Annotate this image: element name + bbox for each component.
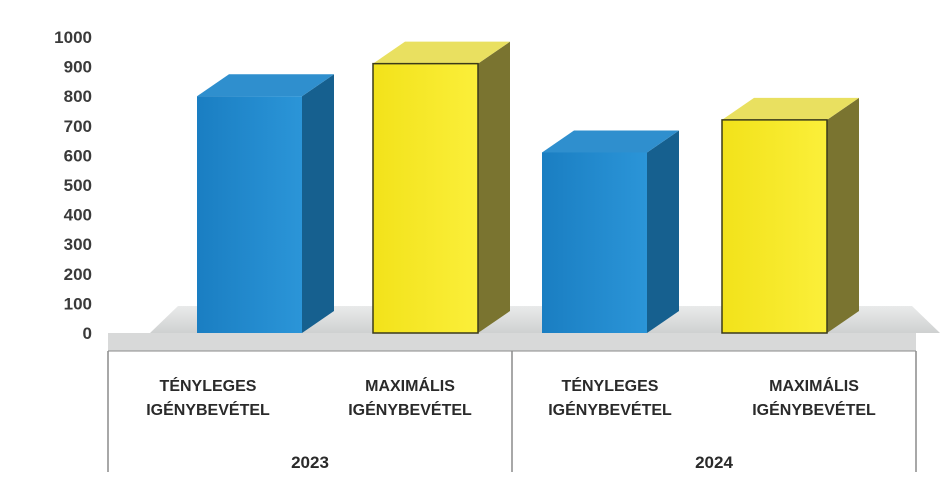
category-label: TÉNYLEGES IGÉNYBEVÉTEL [548, 376, 672, 419]
bar-top [197, 74, 334, 97]
bar-side [302, 74, 334, 333]
bar [542, 130, 679, 333]
bar [721, 97, 859, 334]
group-label: 2023 [291, 453, 329, 472]
category-table: TÉNYLEGES IGÉNYBEVÉTEL MAXIMÁLIS IGÉNYBEVÉT… [107, 350, 917, 472]
bar-front [373, 63, 478, 333]
category-label: TÉNYLEGES IGÉNYBEVÉTEL [146, 376, 270, 419]
bar-top [373, 41, 510, 64]
y-tick-label: 100 [64, 294, 92, 313]
bar-side [647, 130, 679, 333]
category-label: MAXIMÁLIS IGÉNYBEVÉTEL [752, 376, 876, 419]
y-tick-label: 500 [64, 176, 92, 195]
y-tick-label: 600 [64, 146, 92, 165]
bar-side [827, 97, 859, 333]
bar-top [722, 97, 859, 120]
bar-outline [721, 119, 828, 334]
y-tick-label: 300 [64, 235, 92, 254]
bar-front [722, 119, 827, 333]
bar-side [478, 41, 510, 333]
bar [197, 74, 334, 333]
bar-front [197, 96, 302, 333]
y-tick-label: 200 [64, 265, 92, 284]
bar-top [542, 130, 679, 153]
floor-front [108, 333, 916, 351]
y-tick-label: 400 [64, 206, 92, 225]
bars [197, 41, 859, 334]
y-tick-label: 800 [64, 87, 92, 106]
y-tick-label: 1000 [54, 28, 92, 47]
y-tick-label: 0 [83, 324, 92, 343]
bar [372, 41, 510, 334]
group-label: 2024 [695, 453, 733, 472]
bar-outline [372, 62, 479, 334]
y-tick-label: 900 [64, 58, 92, 77]
bar-front [542, 152, 647, 333]
category-label: MAXIMÁLIS IGÉNYBEVÉTEL [348, 376, 472, 419]
y-tick-label: 700 [64, 117, 92, 136]
y-axis: 0 100 200 300 400 500 600 700 800 900 1000 [54, 28, 92, 343]
